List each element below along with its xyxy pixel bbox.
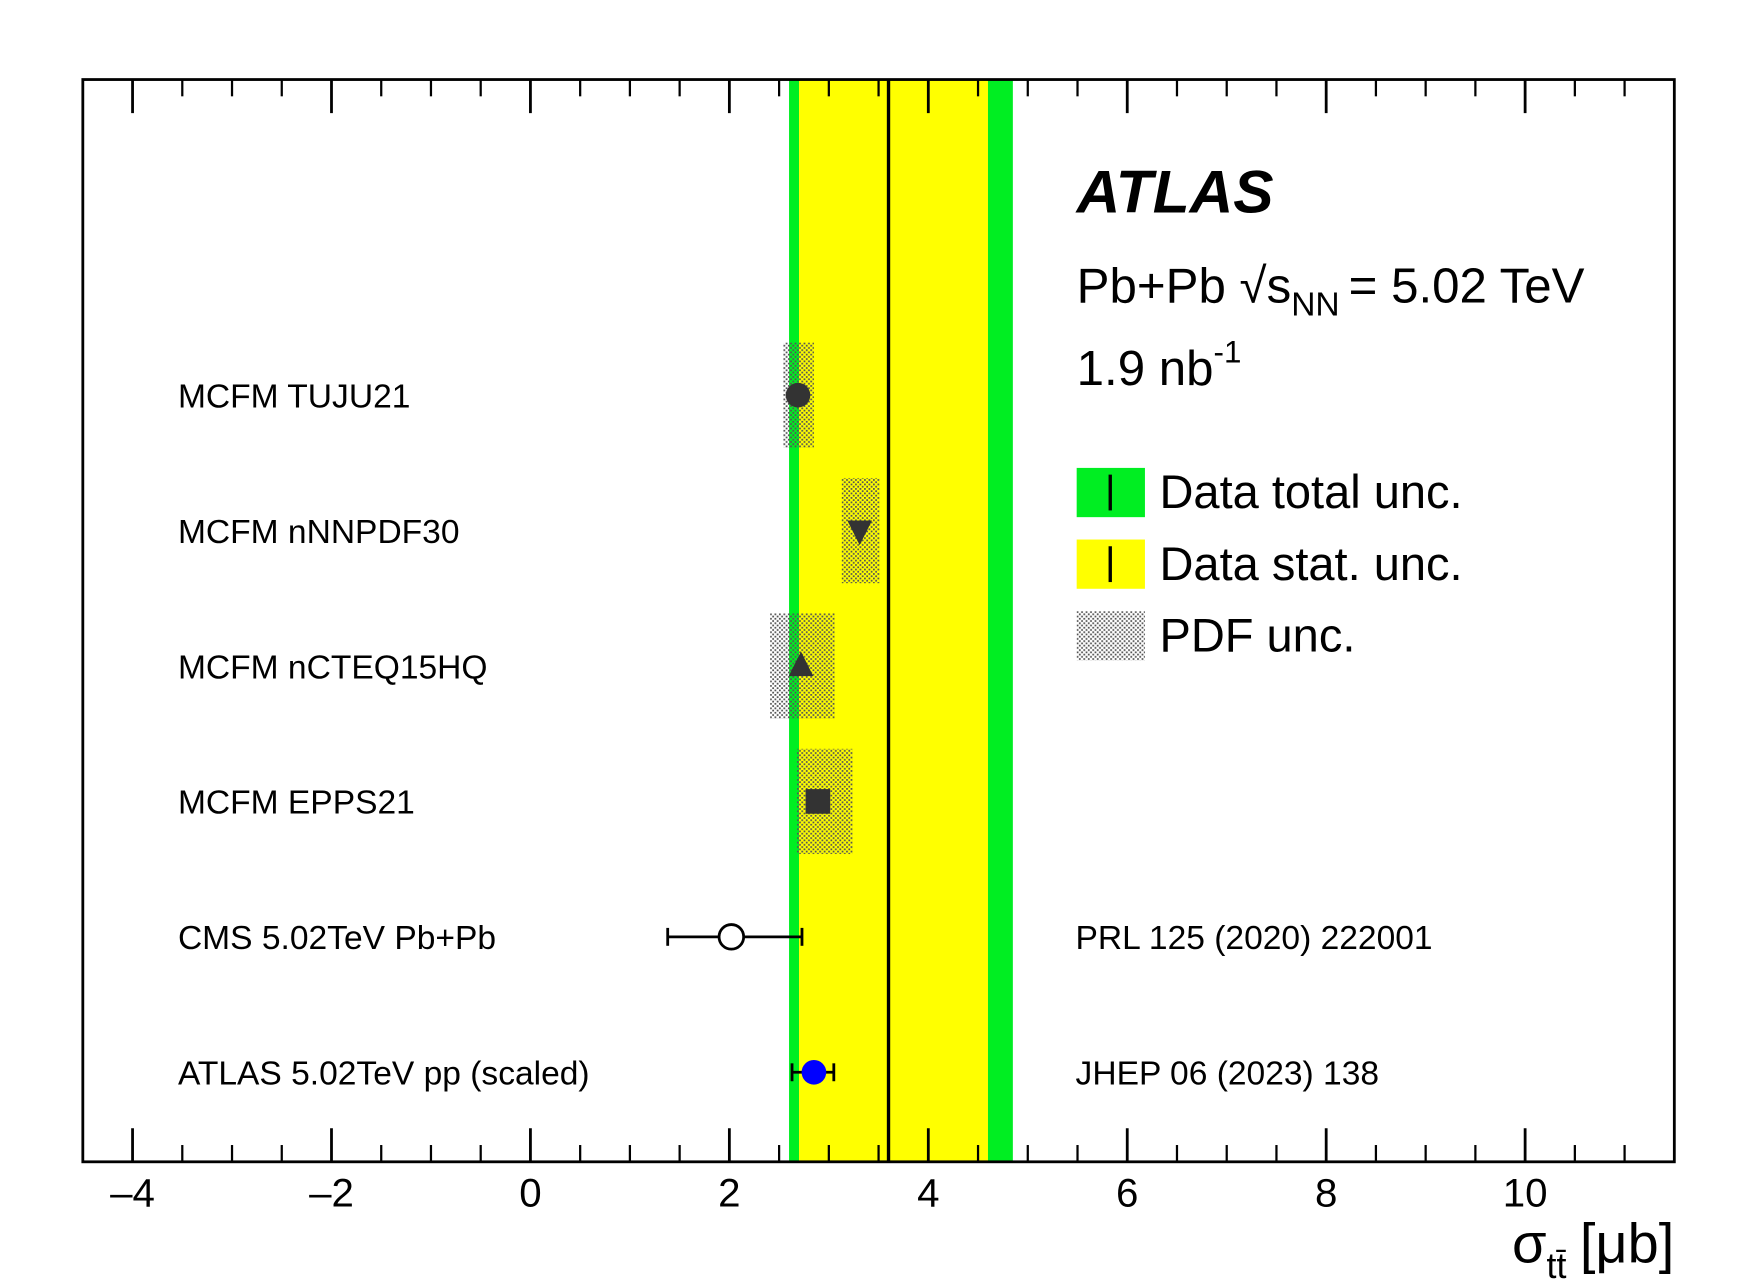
- legend-label: PDF unc.: [1159, 608, 1355, 661]
- sqrt-s: √s: [1240, 258, 1292, 313]
- x-label-unit: [μb]: [1580, 1212, 1674, 1275]
- marker: [847, 520, 872, 546]
- legend-label: Data stat. unc.: [1159, 537, 1462, 590]
- energy-value: = 5.02 TeV: [1349, 258, 1585, 313]
- x-axis-label: σtt̄ [μb]: [1512, 1212, 1674, 1285]
- x-label-symbol: σ: [1512, 1212, 1547, 1275]
- marker: [788, 651, 814, 677]
- x-label-sub: tt̄: [1547, 1246, 1567, 1285]
- legend: Data total unc. Data stat. unc. PDF unc.: [1076, 465, 1463, 661]
- x-tick-label: 6: [1116, 1171, 1138, 1216]
- row-label: CMS 5.02TeV Pb+Pb: [178, 920, 496, 957]
- row-reference: PRL 125 (2020) 222001: [1076, 920, 1433, 957]
- x-tick-label: 2: [718, 1171, 740, 1216]
- x-tick-label: 0: [519, 1171, 541, 1216]
- row-label: MCFM EPPS21: [178, 785, 415, 822]
- legend-swatch: [1076, 611, 1145, 661]
- energy-label: Pb+Pb √sNN = 5.02 TeV: [1077, 258, 1585, 323]
- lumi-label: 1.9 nb-1: [1077, 335, 1242, 396]
- x-tick-label: 4: [917, 1171, 939, 1216]
- lumi-sup: -1: [1214, 335, 1242, 370]
- x-tick-label: –2: [309, 1171, 354, 1216]
- x-tick-label: 8: [1315, 1171, 1337, 1216]
- experiment-label: ATLAS: [1075, 158, 1274, 226]
- marker: [801, 1059, 827, 1085]
- sqrt-s-sub: NN: [1291, 287, 1339, 324]
- row-label: ATLAS 5.02TeV pp (scaled): [178, 1056, 590, 1093]
- lumi: 1.9 nb: [1077, 341, 1214, 396]
- row-label: MCFM nNNPDF30: [178, 514, 460, 551]
- x-tick-label: 10: [1503, 1171, 1548, 1216]
- marker: [805, 789, 831, 814]
- system: Pb+Pb: [1077, 258, 1226, 313]
- row-label: MCFM nCTEQ15HQ: [178, 649, 488, 686]
- marker: [785, 382, 811, 408]
- row-reference: JHEP 06 (2023) 138: [1076, 1056, 1380, 1093]
- row-label: MCFM TUJU21: [178, 378, 410, 415]
- marker: [717, 923, 746, 951]
- legend-label: Data total unc.: [1159, 465, 1462, 518]
- x-tick-label: –4: [110, 1171, 155, 1216]
